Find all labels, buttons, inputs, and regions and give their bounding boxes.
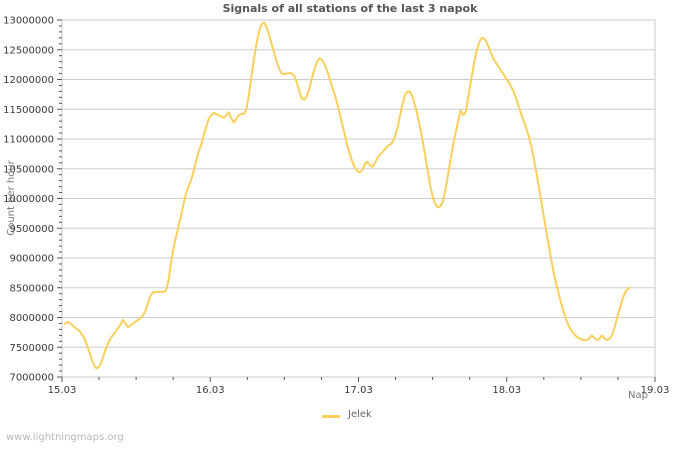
x-axis-tick-label: 19.03 (641, 385, 670, 396)
y-axis-minor-ticks (59, 25, 62, 372)
y-axis-tick-label: 7000000 (9, 373, 54, 384)
y-axis-tick-label: 12500000 (3, 45, 54, 56)
watermark-text: www.lightningmaps.org (6, 432, 124, 443)
y-axis-tick-label: 9500000 (9, 224, 54, 235)
y-axis-tick-label: 13000000 (3, 16, 54, 27)
y-axis-tick-label: 11000000 (3, 135, 54, 146)
y-axis-tick-label: 9000000 (9, 254, 54, 265)
y-axis-tick-label: 8500000 (9, 283, 54, 294)
y-axis-tick-label: 8000000 (9, 313, 54, 324)
y-axis-tick-labels: 7000000 7500000 8000000 8500000 9000000 95000… (3, 16, 54, 384)
x-axis-tick-label: 17.03 (344, 385, 373, 396)
legend-color-swatch (322, 415, 340, 418)
x-axis-tick-labels: 15.03 16.03 17.03 18.03 19.03 (48, 385, 670, 396)
grid-lines (62, 49, 655, 348)
chart-title: Signals of all stations of the last 3 na… (222, 2, 478, 15)
y-axis-tick-label: 10000000 (3, 194, 54, 205)
y-axis-tick-label: 7500000 (9, 343, 54, 354)
x-axis-major-ticks (61, 377, 656, 382)
y-axis-major-ticks (57, 19, 62, 378)
legend-entry-label: Jelek (348, 409, 372, 420)
x-axis-minor-ticks (98, 377, 619, 380)
x-axis-tick-label: 18.03 (492, 385, 521, 396)
x-axis-tick-label: 15.03 (48, 385, 77, 396)
data-series-line (63, 21, 631, 370)
data-series-group (63, 21, 631, 370)
y-axis-tick-label: 11500000 (3, 105, 54, 116)
y-axis-tick-label: 10500000 (3, 164, 54, 175)
y-axis-tick-label: 12000000 (3, 75, 54, 86)
y-axis-title: Count per hour (6, 159, 17, 235)
x-axis-title: Nap (628, 390, 648, 401)
x-axis-tick-label: 16.03 (196, 385, 225, 396)
